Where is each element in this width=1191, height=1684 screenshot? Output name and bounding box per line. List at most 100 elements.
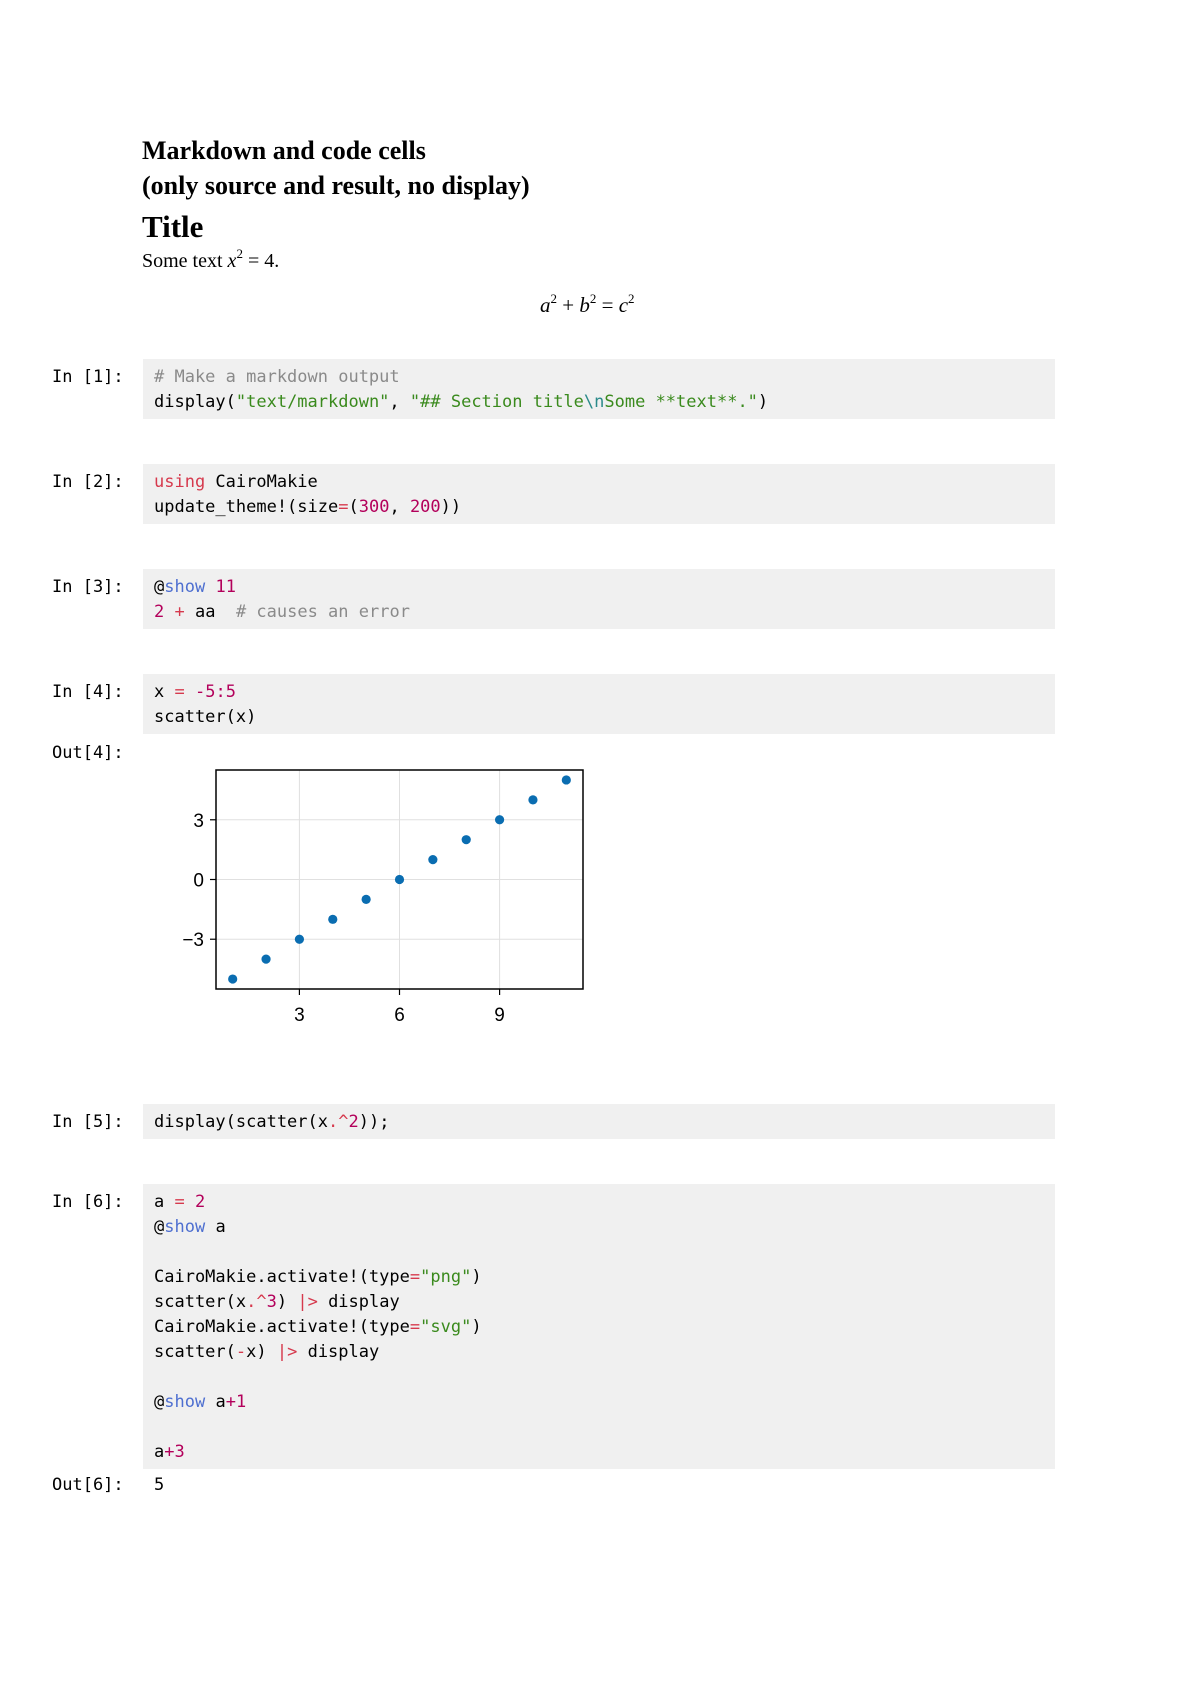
code-token: @: [154, 1217, 165, 1237]
code-cell-4[interactable]: x = -5:5 scatter(x): [143, 674, 1055, 734]
code-blank-line: [154, 1240, 1044, 1265]
code-line: update_theme!(size=(300, 200)): [154, 495, 1044, 520]
code-operator: -: [235, 1342, 247, 1362]
code-blank-line: [154, 1365, 1044, 1390]
code-token: a: [205, 1217, 226, 1237]
code-line: a+3: [154, 1440, 1044, 1465]
code-number: 2: [348, 1112, 359, 1132]
code-token: ));: [358, 1112, 390, 1132]
code-operator: .^: [328, 1112, 349, 1132]
code-line: scatter(x.^3) |> display: [154, 1290, 1044, 1315]
code-line: using CairoMakie: [154, 470, 1044, 495]
y-tick-label: 3: [193, 811, 204, 832]
code-number: 200: [409, 497, 441, 517]
code-string: "svg": [420, 1317, 472, 1337]
in-prompt-1: In [1]:: [52, 367, 124, 387]
code-token: ): [471, 1267, 482, 1287]
code-token: x: [154, 682, 175, 702]
code-line: @show a+1: [154, 1390, 1044, 1415]
eq-c-exp: 2: [628, 291, 635, 306]
in-prompt-5: In [5]:: [52, 1112, 124, 1132]
in-prompt-6: In [6]:: [52, 1192, 124, 1212]
code-operator: |>: [297, 1292, 318, 1312]
code-operator: |>: [276, 1342, 298, 1362]
code-token: a: [154, 1442, 165, 1462]
out-prompt-4: Out[4]:: [52, 743, 124, 763]
code-token: @: [154, 577, 165, 597]
inline-math-x: x: [227, 250, 237, 272]
eq-equals: =: [596, 293, 619, 317]
code-token: a: [154, 1192, 175, 1212]
code-token: display: [317, 1292, 400, 1312]
code-token: x): [246, 1342, 277, 1362]
code-number: 300: [358, 497, 390, 517]
code-comment: # causes an error: [235, 602, 410, 622]
code-line: 2 + aa # causes an error: [154, 600, 1044, 625]
code-escape: \n: [583, 392, 605, 412]
code-number: 2: [154, 602, 165, 622]
data-points: [228, 775, 571, 984]
code-macro: show: [164, 577, 206, 597]
y-tick-label: −3: [182, 930, 204, 951]
code-number: 1: [235, 1392, 247, 1412]
code-token: ): [276, 1292, 298, 1312]
code-cell-1[interactable]: # Make a markdown output display("text/m…: [143, 359, 1055, 419]
scatter-point: [361, 894, 371, 905]
code-token: (: [348, 497, 359, 517]
code-line: x = -5:5: [154, 680, 1044, 705]
code-number: 11: [215, 577, 236, 597]
x-tick-label: 3: [294, 1005, 305, 1026]
out-prompt-6: Out[6]:: [52, 1475, 124, 1495]
code-token: ): [471, 1317, 482, 1337]
code-line: @show a: [154, 1215, 1044, 1240]
code-token: update_theme!(size: [154, 497, 339, 517]
code-cell-6[interactable]: a = 2 @show a CairoMakie.activate!(type=…: [143, 1184, 1055, 1469]
code-token: [164, 602, 174, 622]
scatter-point: [328, 914, 338, 924]
code-keyword: using: [154, 472, 206, 492]
code-line: @show 11: [154, 575, 1044, 600]
code-blank-line: [154, 1415, 1044, 1440]
code-token: scatter(x: [154, 1292, 247, 1312]
code-operator: =: [174, 682, 185, 702]
body-text: Some text x2 = 4.: [142, 247, 279, 274]
eq-b-exp: 2: [589, 291, 597, 306]
x-tick-label: 9: [494, 1005, 505, 1026]
body-text-prefix: Some text: [142, 250, 228, 272]
code-line: # Make a markdown output: [154, 365, 1044, 390]
heading-line-1: Markdown and code cells: [142, 136, 426, 165]
code-token: ,: [389, 497, 410, 517]
code-cell-5[interactable]: display(scatter(x.^2));: [143, 1104, 1055, 1139]
code-operator: =: [338, 497, 349, 517]
code-macro: show: [164, 1392, 206, 1412]
code-number: +: [164, 1442, 175, 1462]
code-string: "text/markdown": [235, 392, 390, 412]
code-string: "png": [420, 1267, 472, 1287]
in-prompt-4: In [4]:: [52, 682, 124, 702]
eq-c: c: [618, 293, 629, 317]
code-number: -5:5: [194, 682, 236, 702]
code-token: display(scatter(x: [154, 1112, 328, 1132]
eq-a-exp: 2: [550, 291, 558, 306]
code-line: display("text/markdown", "## Section tit…: [154, 390, 1044, 415]
scatter-point: [394, 874, 405, 885]
in-prompt-3: In [3]:: [52, 577, 124, 597]
code-token: CairoMakie.activate!(type: [154, 1267, 410, 1287]
eq-b: b: [579, 293, 590, 317]
code-cell-2[interactable]: using CairoMakie update_theme!(size=(300…: [143, 464, 1055, 524]
scatter-point: [528, 795, 538, 805]
code-operator: =: [174, 1192, 185, 1212]
code-token: @: [154, 1392, 165, 1412]
y-tick-label: 0: [193, 871, 204, 892]
code-token: display(: [154, 392, 236, 412]
code-line: display(scatter(x.^2));: [154, 1110, 1044, 1135]
code-number: 3: [174, 1442, 185, 1462]
heading-line-2: (only source and result, no display): [142, 171, 530, 200]
code-token: )): [440, 497, 462, 517]
code-token: ,: [389, 392, 410, 412]
scatter-plot: 3 6 9 3 0 −3: [182, 769, 584, 1026]
code-cell-3[interactable]: @show 11 2 + aa # causes an error: [143, 569, 1055, 629]
code-token: scatter(: [154, 1342, 236, 1362]
code-line: a = 2: [154, 1190, 1044, 1215]
code-token: [185, 1192, 195, 1212]
